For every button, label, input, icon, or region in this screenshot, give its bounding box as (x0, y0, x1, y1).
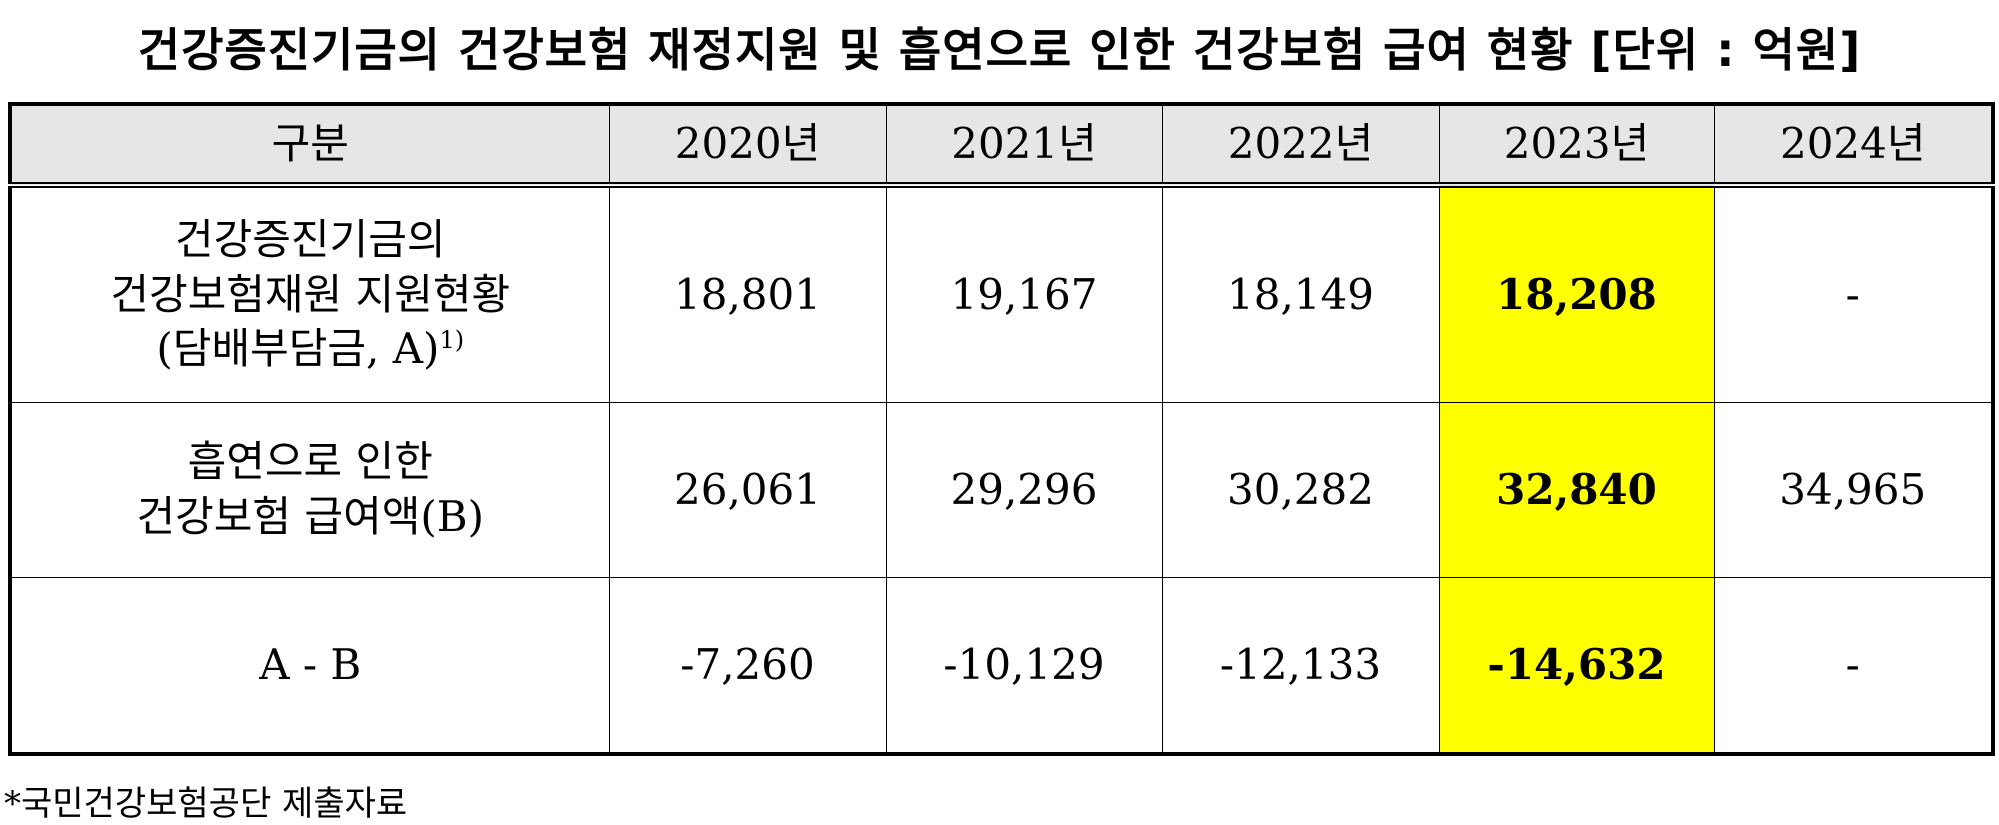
value-cell: -12,133 (1161, 577, 1440, 755)
value-cell: 18,149 (1161, 184, 1440, 403)
column-header: 2024년 (1713, 103, 1994, 188)
row-label: 건강증진기금의 건강보험재원 지원현황 (담배부담금, A)1) (9, 184, 610, 403)
label-line: (담배부담금, A) (156, 324, 440, 374)
value-cell: 30,282 (1161, 402, 1440, 578)
value-cell: -14,632 (1438, 577, 1715, 755)
value-cell: 29,296 (885, 402, 1163, 578)
table-row: 건강증진기금의 건강보험재원 지원현황 (담배부담금, A)1) 18,801 19,1… (9, 184, 1994, 403)
row-label: A - B (9, 577, 610, 755)
label-line: 흡연으로 인한 (187, 437, 433, 487)
value-cell: - (1713, 184, 1994, 403)
value-cell: -10,129 (885, 577, 1163, 755)
label-line: A - B (259, 639, 362, 689)
column-header: 구분 (9, 103, 610, 188)
title: 건강증진기금의 건강보험 재정지원 및 흡연으로 인한 건강보험 급여 현황 [… (137, 23, 1862, 77)
label-line: 건강보험재원 지원현황 (110, 269, 511, 319)
table-row: 흡연으로 인한 건강보험 급여액(B) 26,061 29,296 30,282 32,8… (9, 402, 1994, 578)
value-cell: 34,965 (1713, 402, 1994, 578)
value-cell: -7,260 (608, 577, 887, 755)
column-header: 2021년 (885, 103, 1163, 188)
footnote: *국민건강보험공단 제출자료 (4, 784, 408, 824)
value-cell: 26,061 (608, 402, 887, 578)
value-cell: - (1713, 577, 1994, 755)
value-cell: 18,208 (1438, 184, 1715, 403)
label-line: 건강증진기금의 (175, 215, 446, 265)
value-cell: 32,840 (1438, 402, 1715, 578)
column-header: 2022년 (1161, 103, 1440, 188)
value-cell: 18,801 (608, 184, 887, 403)
footnote-ref: 1) (439, 326, 465, 355)
table-row: A - B -7,260 -10,129 -12,133 -14,632- (9, 577, 1994, 755)
column-header: 2023년 (1438, 103, 1715, 188)
label-line: (담배부담금, A)1) (12, 322, 609, 377)
column-header: 2020년 (608, 103, 887, 188)
label-line: 건강보험 급여액(B) (136, 492, 484, 541)
header-row: 구분 2020년 2021년 2022년 2023년 2024년 (9, 103, 1994, 188)
value-cell: 19,167 (885, 184, 1163, 403)
data-table: 구분 2020년 2021년 2022년 2023년 2024년 건강증진기금의 건강보험재… (8, 102, 1995, 756)
